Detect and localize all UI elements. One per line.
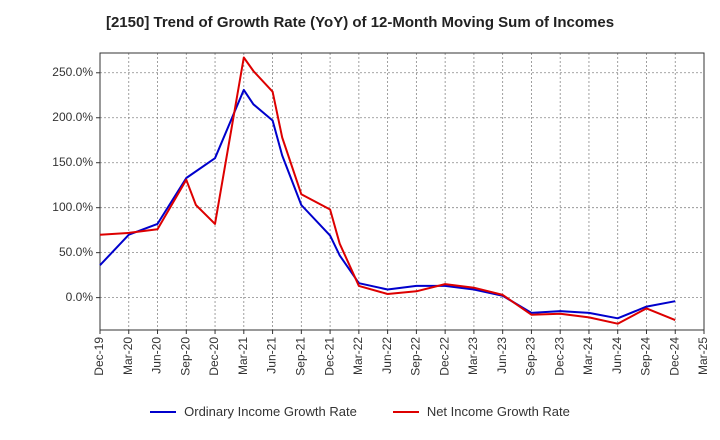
legend-item: Net Income Growth Rate [392,404,570,419]
x-tick-label: Dec-19 [92,337,106,376]
x-tick-label: Dec-22 [437,337,451,376]
x-tick-label: Dec-24 [667,337,681,376]
x-tick-label: Sep-22 [409,337,423,376]
y-axis-ticks: 0.0% 50.0% 100.0% 150.0% 200.0% 250.0% [52,65,100,304]
chart-title: [2150] Trend of Growth Rate (YoY) of 12-… [105,14,615,31]
legend-label: Ordinary Income Growth Rate [184,404,357,419]
x-tick-label: Mar-25 [696,337,710,375]
y-tick-label: 200.0% [52,110,93,124]
x-tick-label: Jun-22 [380,337,394,374]
y-tick-label: 250.0% [52,65,93,79]
y-tick-label: 100.0% [52,200,93,214]
x-tick-label: Mar-23 [466,337,480,375]
legend-swatch [392,410,419,413]
y-tick-label: 50.0% [59,245,93,259]
plot-area-border [99,52,705,331]
y-tick-label: 0.0% [66,290,94,304]
x-tick-label: Sep-23 [524,337,538,376]
x-tick-label: Jun-23 [495,337,509,374]
legend-label: Net Income Growth Rate [426,404,570,419]
x-axis-ticks: Dec-19 Mar-20 Jun-20 Sep-20 Dec-20 Mar-21 Jun-… [92,330,710,376]
grid-lines [100,53,704,330]
y-tick-label: 150.0% [52,155,93,169]
net-income-growth-line [99,56,676,325]
x-tick-label: Sep-21 [294,337,308,376]
legend-swatch [150,410,177,413]
x-tick-label: Jun-21 [265,337,279,374]
legend-item: Ordinary Income Growth Rate [150,404,357,419]
legend: Ordinary Income Growth Rate Net Income Gr… [0,404,720,419]
x-tick-label: Mar-22 [351,337,365,375]
x-tick-label: Dec-20 [207,337,221,376]
ordinary-income-growth-line [99,88,676,320]
x-tick-label: Dec-21 [322,337,336,376]
x-tick-label: Mar-24 [581,337,595,375]
x-tick-label: Jun-20 [150,337,164,374]
x-tick-label: Mar-20 [121,337,135,375]
x-tick-label: Dec-23 [552,337,566,376]
x-tick-label: Sep-24 [639,337,653,376]
series-lines [99,56,676,325]
x-tick-label: Mar-21 [236,337,250,375]
x-tick-label: Sep-20 [178,337,192,376]
x-tick-label: Jun-24 [610,337,624,374]
